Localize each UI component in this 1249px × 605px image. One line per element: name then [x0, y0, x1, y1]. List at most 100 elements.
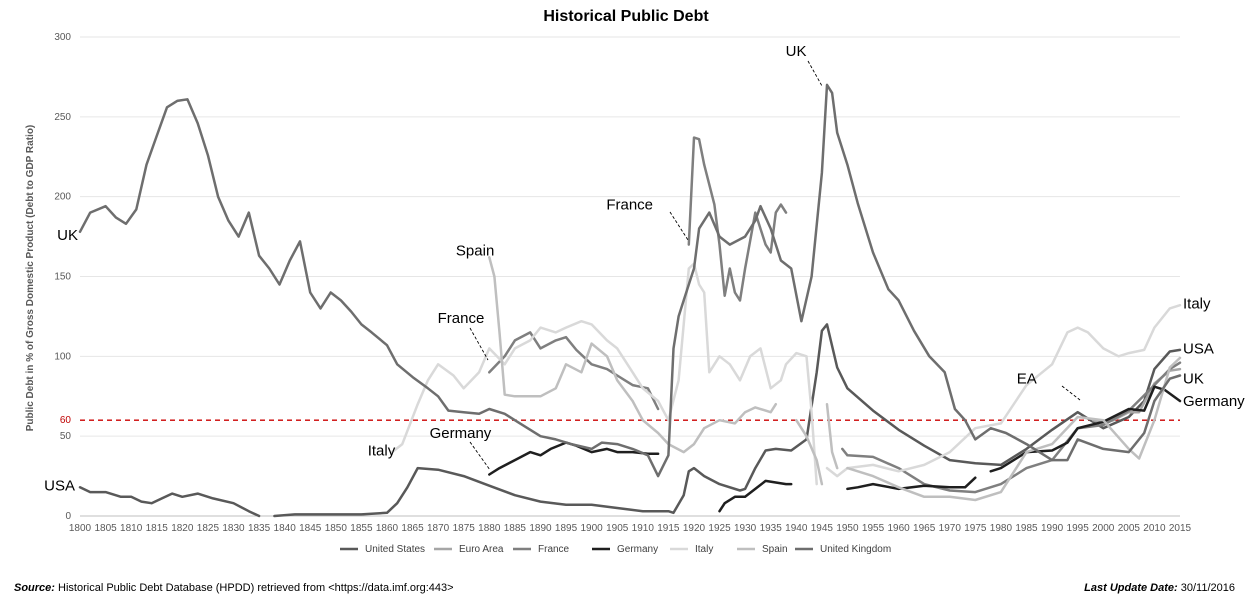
- leader-line-4: [1061, 385, 1081, 401]
- series-united-states: [78, 323, 1182, 518]
- x-tick-1900: 1900: [581, 523, 604, 534]
- y-tick-0: 0: [65, 511, 71, 522]
- x-tick-2005: 2005: [1118, 523, 1141, 534]
- series-line-segment: [989, 385, 1182, 473]
- x-tick-1965: 1965: [913, 523, 936, 534]
- x-tick-1985: 1985: [1015, 523, 1038, 534]
- legend-label-0: United States: [365, 544, 425, 555]
- x-tick-1820: 1820: [171, 523, 194, 534]
- last-update-label: Last Update Date:: [1084, 582, 1178, 594]
- x-tick-1935: 1935: [760, 523, 783, 534]
- x-tick-1990: 1990: [1041, 523, 1064, 534]
- y-tick-250: 250: [54, 112, 71, 123]
- annotation-usa: USA: [44, 478, 75, 495]
- y-tick-200: 200: [54, 192, 71, 203]
- annotations: UK USA UK France Spain France Italy Germany EA It…: [44, 43, 1245, 495]
- x-tick-1960: 1960: [887, 523, 910, 534]
- annotation-uk: UK: [57, 227, 78, 244]
- annotation-italy: Italy: [368, 442, 396, 459]
- legend-label-1: Euro Area: [459, 544, 504, 555]
- x-tick-2000: 2000: [1092, 523, 1115, 534]
- x-tick-1895: 1895: [555, 523, 578, 534]
- annotation-uk: UK: [786, 43, 807, 60]
- x-tick-1830: 1830: [222, 523, 245, 534]
- x-tick-1865: 1865: [401, 523, 424, 534]
- x-tick-1955: 1955: [862, 523, 885, 534]
- series-line-segment: [488, 441, 660, 476]
- series-spain: [488, 256, 1182, 502]
- x-tick-1870: 1870: [427, 523, 450, 534]
- reference-line-label: 60: [60, 415, 72, 426]
- annotation-spain: Spain: [456, 243, 494, 260]
- x-tick-1915: 1915: [657, 523, 680, 534]
- leader-line-0: [807, 60, 823, 87]
- x-tick-1840: 1840: [274, 523, 297, 534]
- source-note: Source: Historical Public Debt Database …: [14, 582, 454, 594]
- x-tick-1945: 1945: [811, 523, 834, 534]
- x-tick-1845: 1845: [299, 523, 322, 534]
- x-tick-1880: 1880: [478, 523, 501, 534]
- x-tick-1860: 1860: [376, 523, 399, 534]
- x-tick-1970: 1970: [939, 523, 962, 534]
- source-text: Historical Public Debt Database (HPDD) r…: [58, 582, 454, 594]
- x-tick-1815: 1815: [146, 523, 169, 534]
- x-tick-1875: 1875: [453, 523, 476, 534]
- x-tick-1940: 1940: [785, 523, 808, 534]
- y-tick-100: 100: [54, 351, 71, 362]
- legend: United States Euro Area France Germany Italy…: [340, 544, 891, 555]
- x-tick-1855: 1855: [350, 523, 373, 534]
- source-label: Source:: [14, 582, 55, 594]
- x-tick-1890: 1890: [529, 523, 552, 534]
- leader-line-1: [669, 211, 689, 241]
- chart-title: Historical Public Debt: [543, 8, 709, 25]
- y-tick-300: 300: [54, 32, 71, 43]
- annotation-italy: Italy: [1183, 296, 1211, 313]
- grid-lines: [80, 36, 1180, 517]
- x-tick-1950: 1950: [836, 523, 859, 534]
- y-axis-label: Public Debt in % of Gross Domestic Produ…: [25, 125, 36, 432]
- x-tick-2015: 2015: [1169, 523, 1192, 534]
- y-axis-ticks: 0 50 100 150 200 250 300: [54, 32, 71, 522]
- x-tick-1835: 1835: [248, 523, 271, 534]
- legend-label-4: Italy: [695, 544, 713, 555]
- annotation-leader-lines: [469, 60, 1081, 471]
- annotation-france: France: [438, 310, 485, 327]
- series-line-segment: [825, 303, 1182, 478]
- chart-area: Historical Public Debt Public Debt in % …: [25, 8, 1245, 555]
- series-line-segment: [687, 136, 788, 302]
- series-line-segment: [78, 83, 1182, 478]
- annotation-usa: USA: [1183, 340, 1214, 357]
- legend-label-6: United Kingdom: [820, 544, 891, 555]
- series-line-segment: [78, 486, 261, 518]
- annotation-france: France: [606, 196, 653, 213]
- x-tick-1805: 1805: [94, 523, 117, 534]
- series-line-segment: [718, 479, 793, 513]
- x-tick-1905: 1905: [606, 523, 629, 534]
- series-line-segment: [846, 356, 1182, 502]
- reference-line-group: 60: [60, 415, 1180, 426]
- x-tick-1825: 1825: [197, 523, 220, 534]
- x-tick-2010: 2010: [1143, 523, 1166, 534]
- series-line-segment: [841, 361, 1182, 494]
- series-line-segment: [488, 256, 778, 454]
- x-tick-1885: 1885: [504, 523, 527, 534]
- leader-line-3: [469, 441, 491, 471]
- x-tick-1995: 1995: [1067, 523, 1090, 534]
- series-italy: [390, 262, 1182, 486]
- legend-label-3: Germany: [617, 544, 658, 555]
- x-tick-1910: 1910: [632, 523, 655, 534]
- annotation-uk: UK: [1183, 371, 1204, 388]
- x-tick-1930: 1930: [734, 523, 757, 534]
- series-france: [488, 136, 1182, 494]
- annotation-germany: Germany: [430, 425, 492, 442]
- last-update-note: Last Update Date: 30/11/2016: [1084, 582, 1235, 594]
- series-line-segment: [846, 476, 977, 491]
- series-line-segment: [795, 418, 824, 486]
- x-tick-1975: 1975: [964, 523, 987, 534]
- series-line-segment: [273, 323, 1182, 518]
- y-tick-50: 50: [60, 431, 72, 442]
- series-line-segment: [488, 331, 660, 411]
- legend-label-5: Spain: [762, 544, 788, 555]
- legend-label-2: France: [538, 544, 570, 555]
- series-united-kingdom: [78, 83, 1182, 478]
